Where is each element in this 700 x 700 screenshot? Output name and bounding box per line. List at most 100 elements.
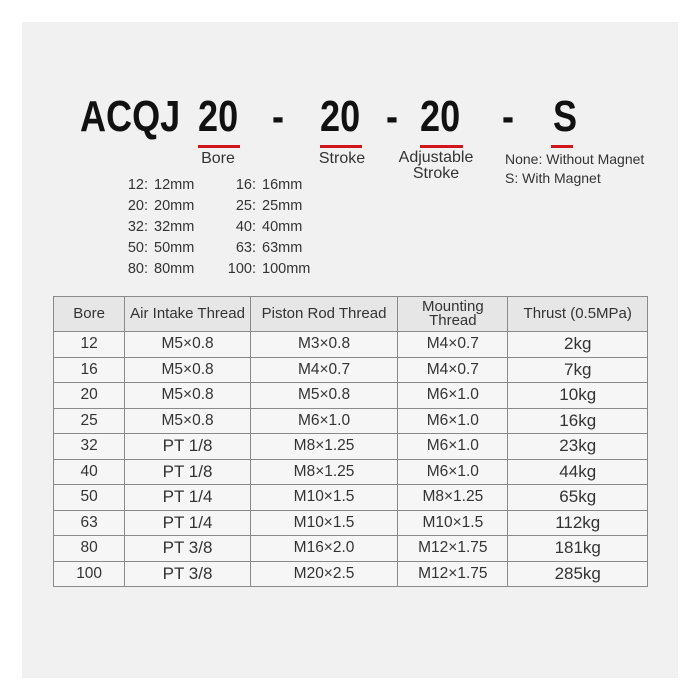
table-cell: PT 3/8	[124, 560, 251, 587]
table-cell: 12	[52, 331, 126, 358]
table-cell: 100	[52, 560, 126, 587]
table-row: 16 M5×0.8 M4×0.7 M4×0.7 7kg	[52, 356, 648, 383]
table-cell: PT 3/8	[124, 535, 251, 562]
table-row: 40 PT 1/8 M8×1.25 M6×1.0 44kg	[52, 458, 648, 485]
bore-size-text: 100mm	[262, 261, 311, 277]
table-cell: M8×1.25	[397, 484, 509, 511]
table-cell: 23kg	[507, 433, 648, 460]
table-cell: M6×1.0	[397, 433, 509, 460]
bore-size-row: 32: 32mm 40: 40mm	[96, 217, 332, 238]
table-cell: 32	[52, 433, 126, 460]
column-header: Thrust (0.5MPa)	[507, 296, 648, 332]
bore-size-text: 25:	[235, 198, 256, 214]
table-cell: 44kg	[507, 458, 648, 485]
table-cell: 112kg	[507, 509, 648, 536]
bore-underline	[198, 145, 240, 148]
bore-size-text: 32mm	[154, 219, 195, 235]
column-header: Piston Rod Thread	[249, 296, 399, 332]
separator: -	[386, 92, 399, 141]
bore-size-text: 16:	[235, 177, 256, 193]
table-cell: 20	[52, 382, 126, 409]
table-cell: 285kg	[507, 560, 648, 587]
bore-size-text: 63mm	[262, 240, 303, 256]
table-cell: M12×1.75	[397, 560, 509, 587]
column-header: Mounting Thread	[397, 296, 509, 332]
table-cell: M4×0.7	[249, 356, 399, 383]
separator: -	[272, 92, 285, 141]
table-cell: M6×1.0	[397, 458, 509, 485]
table-cell: M10×1.5	[397, 509, 509, 536]
table-cell: 50	[52, 484, 126, 511]
table-cell: 63	[52, 509, 126, 536]
stroke-underline	[320, 145, 362, 148]
bore-size-row: 50: 50mm 63: 63mm	[96, 238, 332, 259]
table-cell: M5×0.8	[249, 382, 399, 409]
model-prefix: ACQJ	[80, 92, 181, 141]
table-row: 25 M5×0.8 M6×1.0 M6×1.0 16kg	[52, 407, 648, 434]
stroke-code: 20	[320, 92, 361, 141]
bore-size-text: 25mm	[262, 198, 303, 214]
table-cell: PT 1/8	[124, 433, 251, 460]
table-cell: 40	[52, 458, 126, 485]
table-row: 12 M5×0.8 M3×0.8 M4×0.7 2kg	[52, 331, 648, 358]
bore-size-text: 16mm	[262, 177, 303, 193]
table-cell: M12×1.75	[397, 535, 509, 562]
bore-size-row: 12: 12mm 16: 16mm	[96, 175, 332, 196]
bore-size-text: 63:	[235, 240, 256, 256]
table-cell: M20×2.5	[249, 560, 399, 587]
column-header: Air Intake Thread	[124, 296, 251, 332]
table-cell: 7kg	[507, 356, 648, 383]
bore-size-text: 80:	[127, 261, 148, 277]
table-cell: M5×0.8	[124, 331, 251, 358]
bore-size-row: 20: 20mm 25: 25mm	[96, 196, 332, 217]
table-cell: M16×2.0	[249, 535, 399, 562]
bore-size-row: 80: 80mm 100: 100mm	[96, 259, 332, 280]
magnet-code: S	[553, 92, 578, 141]
magnet-label: None: Without Magnet S: With Magnet	[505, 150, 644, 188]
adjustable-stroke-label: Adjustable Stroke	[398, 149, 474, 182]
table-cell: 25	[52, 407, 126, 434]
table-row: 32 PT 1/8 M8×1.25 M6×1.0 23kg	[52, 433, 648, 460]
table-cell: 10kg	[507, 382, 648, 409]
table-row: 100 PT 3/8 M20×2.5 M12×1.75 285kg	[52, 560, 648, 587]
bore-size-text: 80mm	[154, 261, 195, 277]
magnet-underline	[551, 145, 573, 148]
table-cell: 181kg	[507, 535, 648, 562]
table-cell: M10×1.5	[249, 484, 399, 511]
table-cell: M4×0.7	[397, 356, 509, 383]
table-cell: M3×0.8	[249, 331, 399, 358]
table-cell: M5×0.8	[124, 356, 251, 383]
bore-size-text: 40:	[235, 219, 256, 235]
stroke-label: Stroke	[318, 150, 366, 167]
table-cell: M6×1.0	[397, 382, 509, 409]
table-cell: M6×1.0	[249, 407, 399, 434]
table-cell: M10×1.5	[249, 509, 399, 536]
bore-label: Bore	[201, 150, 235, 167]
table-cell: 2kg	[507, 331, 648, 358]
bore-size-text: 12:	[127, 177, 148, 193]
column-header: Bore	[52, 296, 126, 332]
table-cell: 16kg	[507, 407, 648, 434]
table-cell: M8×1.25	[249, 458, 399, 485]
table-row: 80 PT 3/8 M16×2.0 M12×1.75 181kg	[52, 535, 648, 562]
table-cell: 16	[52, 356, 126, 383]
table-cell: M5×0.8	[124, 382, 251, 409]
spec-table: Bore Air Intake Thread Piston Rod Thread Mo…	[52, 296, 648, 587]
bore-size-text: 32:	[127, 219, 148, 235]
table-cell: M4×0.7	[397, 331, 509, 358]
table-cell: 80	[52, 535, 126, 562]
separator: -	[502, 92, 515, 141]
table-cell: M8×1.25	[249, 433, 399, 460]
bore-size-list: 12: 12mm 16: 16mm 20: 20mm 25: 25mm 32: 32mm 40: 40…	[96, 175, 332, 280]
table-cell: PT 1/4	[124, 484, 251, 511]
bore-size-text: 50mm	[154, 240, 195, 256]
magnet-option-s: S: With Magnet	[505, 170, 601, 186]
table-row: 50 PT 1/4 M10×1.5 M8×1.25 65kg	[52, 484, 648, 511]
magnet-option-none: None: Without Magnet	[505, 151, 645, 167]
bore-size-text: 50:	[127, 240, 148, 256]
bore-size-text: 100:	[227, 261, 256, 277]
bore-size-text: 20:	[127, 198, 148, 214]
bore-code: 20	[198, 92, 239, 141]
table-cell: PT 1/4	[124, 509, 251, 536]
adjustable-stroke-code: 20	[420, 92, 461, 141]
